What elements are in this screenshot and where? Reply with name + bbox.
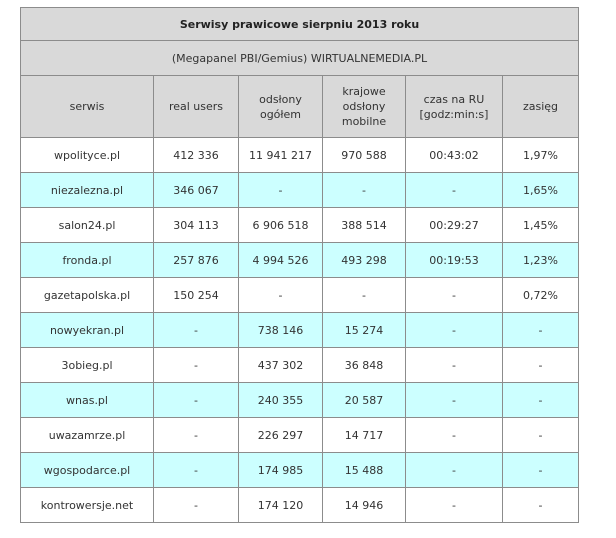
cell-czas-na-ru: - <box>405 417 503 453</box>
cell-odslony-mobilne: 14 946 <box>322 487 406 523</box>
column-header-real-users: real users <box>153 75 239 138</box>
cell-zasieg: - <box>501 417 580 453</box>
cell-serwis: 3obieg.pl <box>20 347 154 383</box>
cell-zasieg: 1,65% <box>501 172 580 208</box>
cell-odslony-mobilne: - <box>322 277 406 313</box>
table-row: salon24.pl 304 113 6 906 518 388 514 00:29:2… <box>20 207 580 243</box>
cell-czas-na-ru: - <box>405 347 503 383</box>
cell-zasieg: - <box>501 382 580 418</box>
cell-odslony-ogolem: - <box>238 172 323 208</box>
cell-odslony-mobilne: 15 274 <box>322 312 406 348</box>
table-row: wpolityce.pl 412 336 11 941 217 970 588 00:4… <box>20 137 580 173</box>
column-header-serwis: serwis <box>20 75 154 138</box>
table-row: wgospodarce.pl -174 985 15 488- - <box>20 452 580 488</box>
cell-real-users: 346 067 <box>153 172 239 208</box>
cell-zasieg: 1,97% <box>501 137 580 173</box>
table-body: wpolityce.pl 412 336 11 941 217 970 588 00:4… <box>20 137 580 523</box>
cell-real-users: 412 336 <box>153 137 239 173</box>
cell-odslony-mobilne: 15 488 <box>322 452 406 488</box>
cell-odslony-ogolem: 11 941 217 <box>238 137 323 173</box>
cell-real-users: 304 113 <box>153 207 239 243</box>
cell-serwis: fronda.pl <box>20 242 154 278</box>
cell-zasieg: 1,23% <box>501 242 580 278</box>
cell-odslony-ogolem: 6 906 518 <box>238 207 323 243</box>
cell-serwis: wgospodarce.pl <box>20 452 154 488</box>
cell-serwis: nowyekran.pl <box>20 312 154 348</box>
table-row: uwazamrze.pl -226 297 14 717- - <box>20 417 580 453</box>
cell-zasieg: 1,45% <box>501 207 580 243</box>
cell-czas-na-ru: - <box>405 277 503 313</box>
cell-czas-na-ru: 00:29:27 <box>405 207 503 243</box>
cell-odslony-mobilne: 493 298 <box>322 242 406 278</box>
table-row: wnas.pl -240 355 20 587- - <box>20 382 580 418</box>
column-header-odslony-ogolem: odsłony ogółem <box>238 75 323 138</box>
cell-zasieg: 0,72% <box>501 277 580 313</box>
table-row: kontrowersje.net -174 120 14 946- - <box>20 487 580 523</box>
cell-zasieg: - <box>501 452 580 488</box>
cell-real-users: 150 254 <box>153 277 239 313</box>
cell-serwis: uwazamrze.pl <box>20 417 154 453</box>
cell-serwis: wnas.pl <box>20 382 154 418</box>
cell-real-users: - <box>153 347 239 383</box>
cell-odslony-ogolem: 174 120 <box>238 487 323 523</box>
cell-real-users: - <box>153 417 239 453</box>
cell-serwis: wpolityce.pl <box>20 137 154 173</box>
cell-odslony-mobilne: 36 848 <box>322 347 406 383</box>
cell-serwis: kontrowersje.net <box>20 487 154 523</box>
cell-odslony-ogolem: 174 985 <box>238 452 323 488</box>
cell-real-users: - <box>153 452 239 488</box>
table-subtitle-row: (Megapanel PBI/Gemius) WIRTUALNEMEDIA.PL <box>19 40 580 76</box>
cell-czas-na-ru: 00:19:53 <box>405 242 503 278</box>
table-title: Serwisy prawicowe sierpniu 2013 roku <box>19 7 580 41</box>
column-header-row: serwis real users odsłony ogółem krajowe… <box>20 75 580 138</box>
cell-zasieg: - <box>501 312 580 348</box>
table-row: fronda.pl 257 876 4 994 526 493 298 00:19:53… <box>20 242 580 278</box>
column-header-odslony-mobilne: krajowe odsłony mobilne <box>322 75 406 138</box>
cell-czas-na-ru: - <box>405 382 503 418</box>
cell-odslony-ogolem: 738 146 <box>238 312 323 348</box>
cell-zasieg: - <box>501 347 580 383</box>
cell-czas-na-ru: 00:43:02 <box>405 137 503 173</box>
cell-czas-na-ru: - <box>405 312 503 348</box>
column-header-zasieg: zasięg <box>501 75 580 138</box>
ranking-table: Serwisy prawicowe sierpniu 2013 roku (Me… <box>19 7 580 523</box>
table-title-row: Serwisy prawicowe sierpniu 2013 roku <box>19 7 580 41</box>
cell-zasieg: - <box>501 487 580 523</box>
cell-serwis: salon24.pl <box>20 207 154 243</box>
cell-czas-na-ru: - <box>405 172 503 208</box>
cell-odslony-mobilne: - <box>322 172 406 208</box>
table-row: gazetapolska.pl 150 254- - -0,72% <box>20 277 580 313</box>
cell-odslony-mobilne: 14 717 <box>322 417 406 453</box>
cell-real-users: - <box>153 487 239 523</box>
table-container: Serwisy prawicowe sierpniu 2013 roku (Me… <box>19 7 580 523</box>
table-subtitle: (Megapanel PBI/Gemius) WIRTUALNEMEDIA.PL <box>19 40 580 76</box>
cell-serwis: niezalezna.pl <box>20 172 154 208</box>
cell-odslony-mobilne: 970 588 <box>322 137 406 173</box>
cell-odslony-ogolem: 240 355 <box>238 382 323 418</box>
table-row: niezalezna.pl 346 067- - -1,65% <box>20 172 580 208</box>
cell-odslony-mobilne: 388 514 <box>322 207 406 243</box>
cell-czas-na-ru: - <box>405 452 503 488</box>
table-row: nowyekran.pl -738 146 15 274- - <box>20 312 580 348</box>
cell-czas-na-ru: - <box>405 487 503 523</box>
table-row: 3obieg.pl -437 302 36 848- - <box>20 347 580 383</box>
cell-odslony-ogolem: 226 297 <box>238 417 323 453</box>
cell-odslony-mobilne: 20 587 <box>322 382 406 418</box>
cell-odslony-ogolem: - <box>238 277 323 313</box>
cell-real-users: 257 876 <box>153 242 239 278</box>
cell-serwis: gazetapolska.pl <box>20 277 154 313</box>
cell-odslony-ogolem: 4 994 526 <box>238 242 323 278</box>
column-header-czas-na-ru: czas na RU [godz:min:s] <box>405 75 503 138</box>
cell-odslony-ogolem: 437 302 <box>238 347 323 383</box>
cell-real-users: - <box>153 312 239 348</box>
cell-real-users: - <box>153 382 239 418</box>
